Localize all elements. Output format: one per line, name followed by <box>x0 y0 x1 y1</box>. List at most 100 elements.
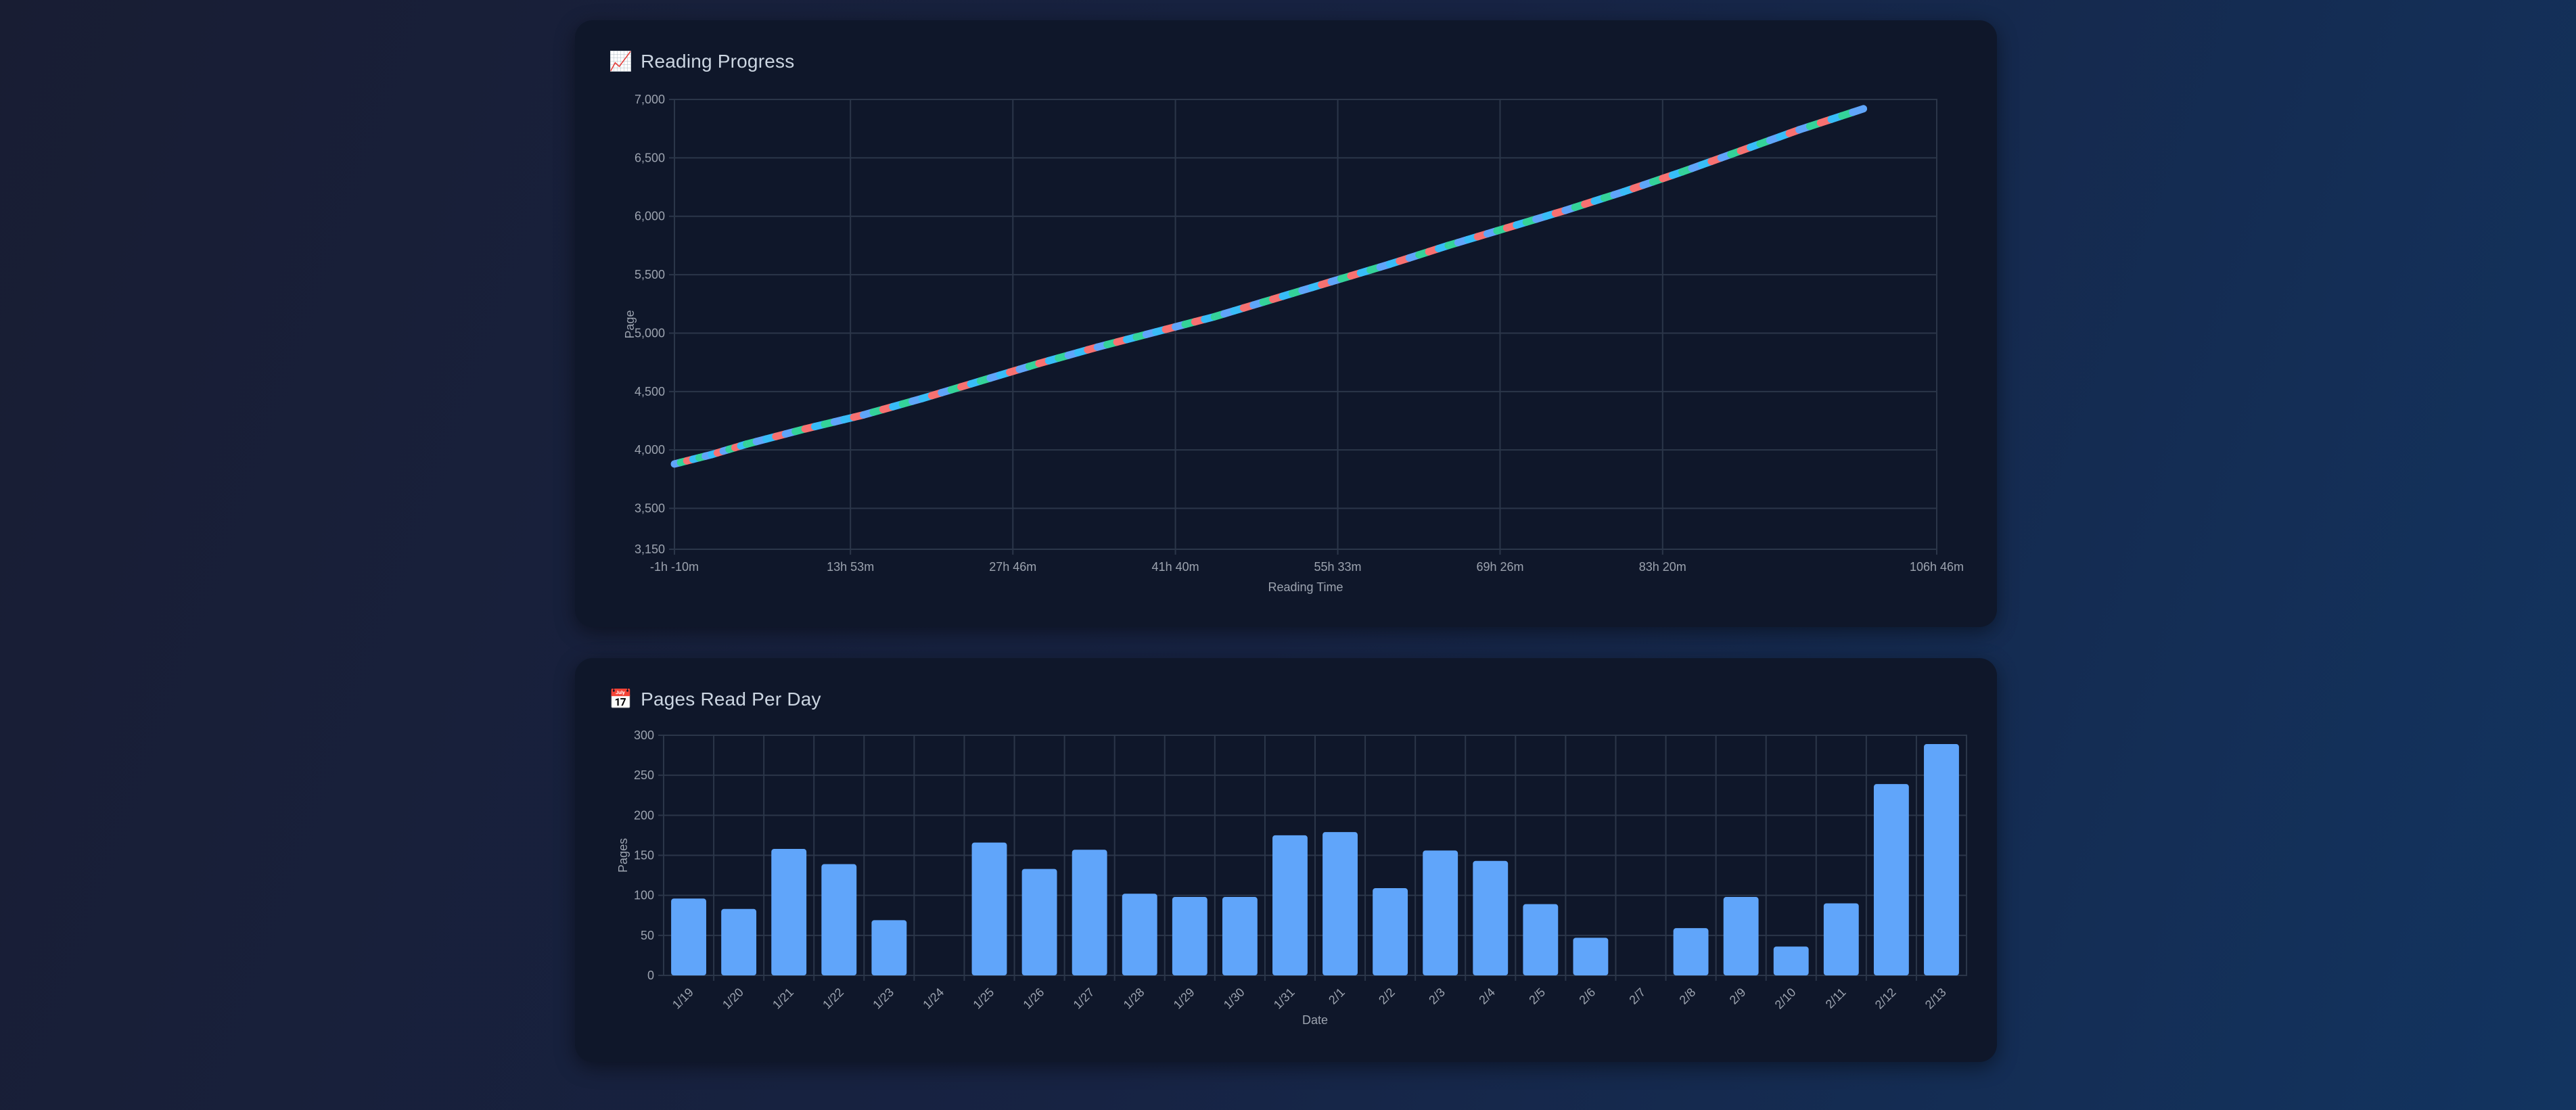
progress-point <box>1038 363 1040 364</box>
reading-progress-chart: -1h -10m 13h 53m 27h 46m 41h 40m 55h 33m 69h … <box>623 93 1964 594</box>
x-tick-label: 13h 53m <box>827 560 874 574</box>
reading-progress-title: Reading Progress <box>641 50 795 72</box>
chart-increasing-icon: 📈 <box>609 50 633 72</box>
y-tick-label: 250 <box>634 768 654 782</box>
y-tick-label: 5,000 <box>635 326 665 340</box>
progress-point <box>1863 108 1864 110</box>
x-axis-title: Reading Time <box>1268 580 1343 594</box>
y-tick-label: 150 <box>634 849 654 862</box>
day-bar <box>1673 928 1709 975</box>
x-tick-label: 1/26 <box>1020 986 1046 1012</box>
day-bar <box>821 864 857 975</box>
progress-point <box>1331 281 1332 282</box>
day-bar <box>1222 897 1258 975</box>
x-tick-label: 27h 46m <box>989 560 1036 574</box>
x-tick-label: 41h 40m <box>1152 560 1199 574</box>
day-bar <box>1523 904 1559 975</box>
x-tick-label: 1/22 <box>820 986 846 1012</box>
day-bar <box>1773 946 1809 975</box>
day-bar <box>1322 832 1358 975</box>
reading-progress-heading: 📈 Reading Progress <box>609 50 794 72</box>
y-tick-label: 100 <box>634 889 654 902</box>
x-axis-title: Date <box>1302 1013 1328 1027</box>
day-bar <box>721 908 757 975</box>
progress-point <box>674 463 675 465</box>
y-axis-title: Page <box>623 310 637 338</box>
progress-point <box>921 398 923 399</box>
y-tick-label: 6,500 <box>635 151 665 164</box>
y-tick-label: 0 <box>647 969 654 982</box>
day-bar <box>871 920 907 975</box>
day-bar <box>1072 850 1107 975</box>
x-tick-label: 83h 20m <box>1639 560 1686 574</box>
x-tick-label: 69h 26m <box>1476 560 1523 574</box>
pages-per-day-chart: 0 50 100 150 200 250 300 1/19 1/20 1/21 1/22 1/23 1/… <box>616 729 1967 1027</box>
day-bar <box>1122 894 1157 975</box>
x-tick-label: 2/9 <box>1727 986 1749 1007</box>
day-bar <box>1272 835 1308 975</box>
x-tick-label: 2/7 <box>1626 986 1648 1007</box>
x-tick-label: 1/25 <box>970 986 996 1012</box>
x-tick-label: 2/8 <box>1677 986 1699 1007</box>
progress-point <box>1272 298 1274 300</box>
progress-point <box>1097 346 1098 348</box>
x-tick-label: -1h -10m <box>650 560 699 574</box>
calendar-icon: 📅 <box>609 688 633 710</box>
x-tick-label: 1/30 <box>1221 986 1247 1012</box>
y-tick-label: 7,000 <box>635 93 665 106</box>
x-tick-label: 106h 46m <box>1910 560 1964 574</box>
day-bar <box>1573 938 1609 975</box>
y-tick-label: 6,000 <box>635 210 665 223</box>
x-tick-label: 2/4 <box>1476 986 1498 1007</box>
day-bar <box>671 898 706 975</box>
progress-line-segment <box>1849 105 1868 116</box>
x-tick-label: 55h 33m <box>1314 560 1362 574</box>
x-tick-label: 1/31 <box>1271 986 1297 1012</box>
x-tick-label: 2/13 <box>1923 986 1949 1012</box>
y-tick-label: 300 <box>634 729 654 742</box>
progress-point <box>804 428 806 430</box>
day-bar <box>1021 869 1057 975</box>
day-bar <box>971 842 1007 975</box>
y-tick-label: 4,500 <box>635 385 665 398</box>
x-tick-label: 2/5 <box>1526 986 1548 1007</box>
y-tick-label: 50 <box>641 929 654 942</box>
y-tick-label: 3,150 <box>635 542 665 556</box>
pages-per-day-title: Pages Read Per Day <box>641 688 821 710</box>
pages-per-day-heading: 📅 Pages Read Per Day <box>609 688 821 710</box>
x-tick-label: 1/19 <box>670 986 696 1012</box>
y-axis-title: Pages <box>616 838 630 873</box>
y-tick-label: 200 <box>634 808 654 822</box>
day-bar <box>1172 897 1208 975</box>
day-bar <box>1873 784 1909 975</box>
x-tick-label: 2/2 <box>1376 986 1398 1007</box>
plot-area <box>674 99 1937 550</box>
pages-per-day-card: 📅 Pages Read Per Day 0 50 100 150 200 250 300 1… <box>575 658 1997 1062</box>
reading-progress-card: 📈 Reading Progress -1h -10m 13h 53m 27h 46… <box>575 20 1997 627</box>
day-bar <box>1423 850 1458 975</box>
x-tick-label: 1/27 <box>1071 986 1097 1012</box>
day-bar <box>1723 897 1759 975</box>
x-tick-label: 1/20 <box>720 986 746 1012</box>
x-tick-label: 2/11 <box>1823 986 1849 1011</box>
x-tick-label: 1/23 <box>870 986 896 1012</box>
x-tick-label: 1/21 <box>770 986 796 1012</box>
x-tick-label: 2/1 <box>1326 986 1348 1007</box>
x-tick-label: 1/28 <box>1121 986 1147 1012</box>
x-tick-label: 2/10 <box>1772 986 1799 1012</box>
x-tick-label: 2/12 <box>1872 986 1899 1012</box>
day-bar <box>1924 744 1959 975</box>
day-bar <box>1823 903 1859 975</box>
x-tick-label: 2/3 <box>1426 986 1448 1007</box>
day-bar <box>1373 888 1408 975</box>
x-tick-label: 1/29 <box>1171 986 1197 1012</box>
x-tick-label: 1/24 <box>920 986 946 1012</box>
y-tick-label: 4,000 <box>635 443 665 457</box>
y-tick-label: 3,500 <box>635 502 665 515</box>
y-tick-label: 5,500 <box>635 268 665 281</box>
progress-point <box>1155 331 1157 333</box>
progress-point <box>1506 227 1507 229</box>
x-tick-label: 2/6 <box>1576 986 1598 1007</box>
day-bar <box>1473 860 1509 975</box>
day-bar <box>771 849 807 975</box>
